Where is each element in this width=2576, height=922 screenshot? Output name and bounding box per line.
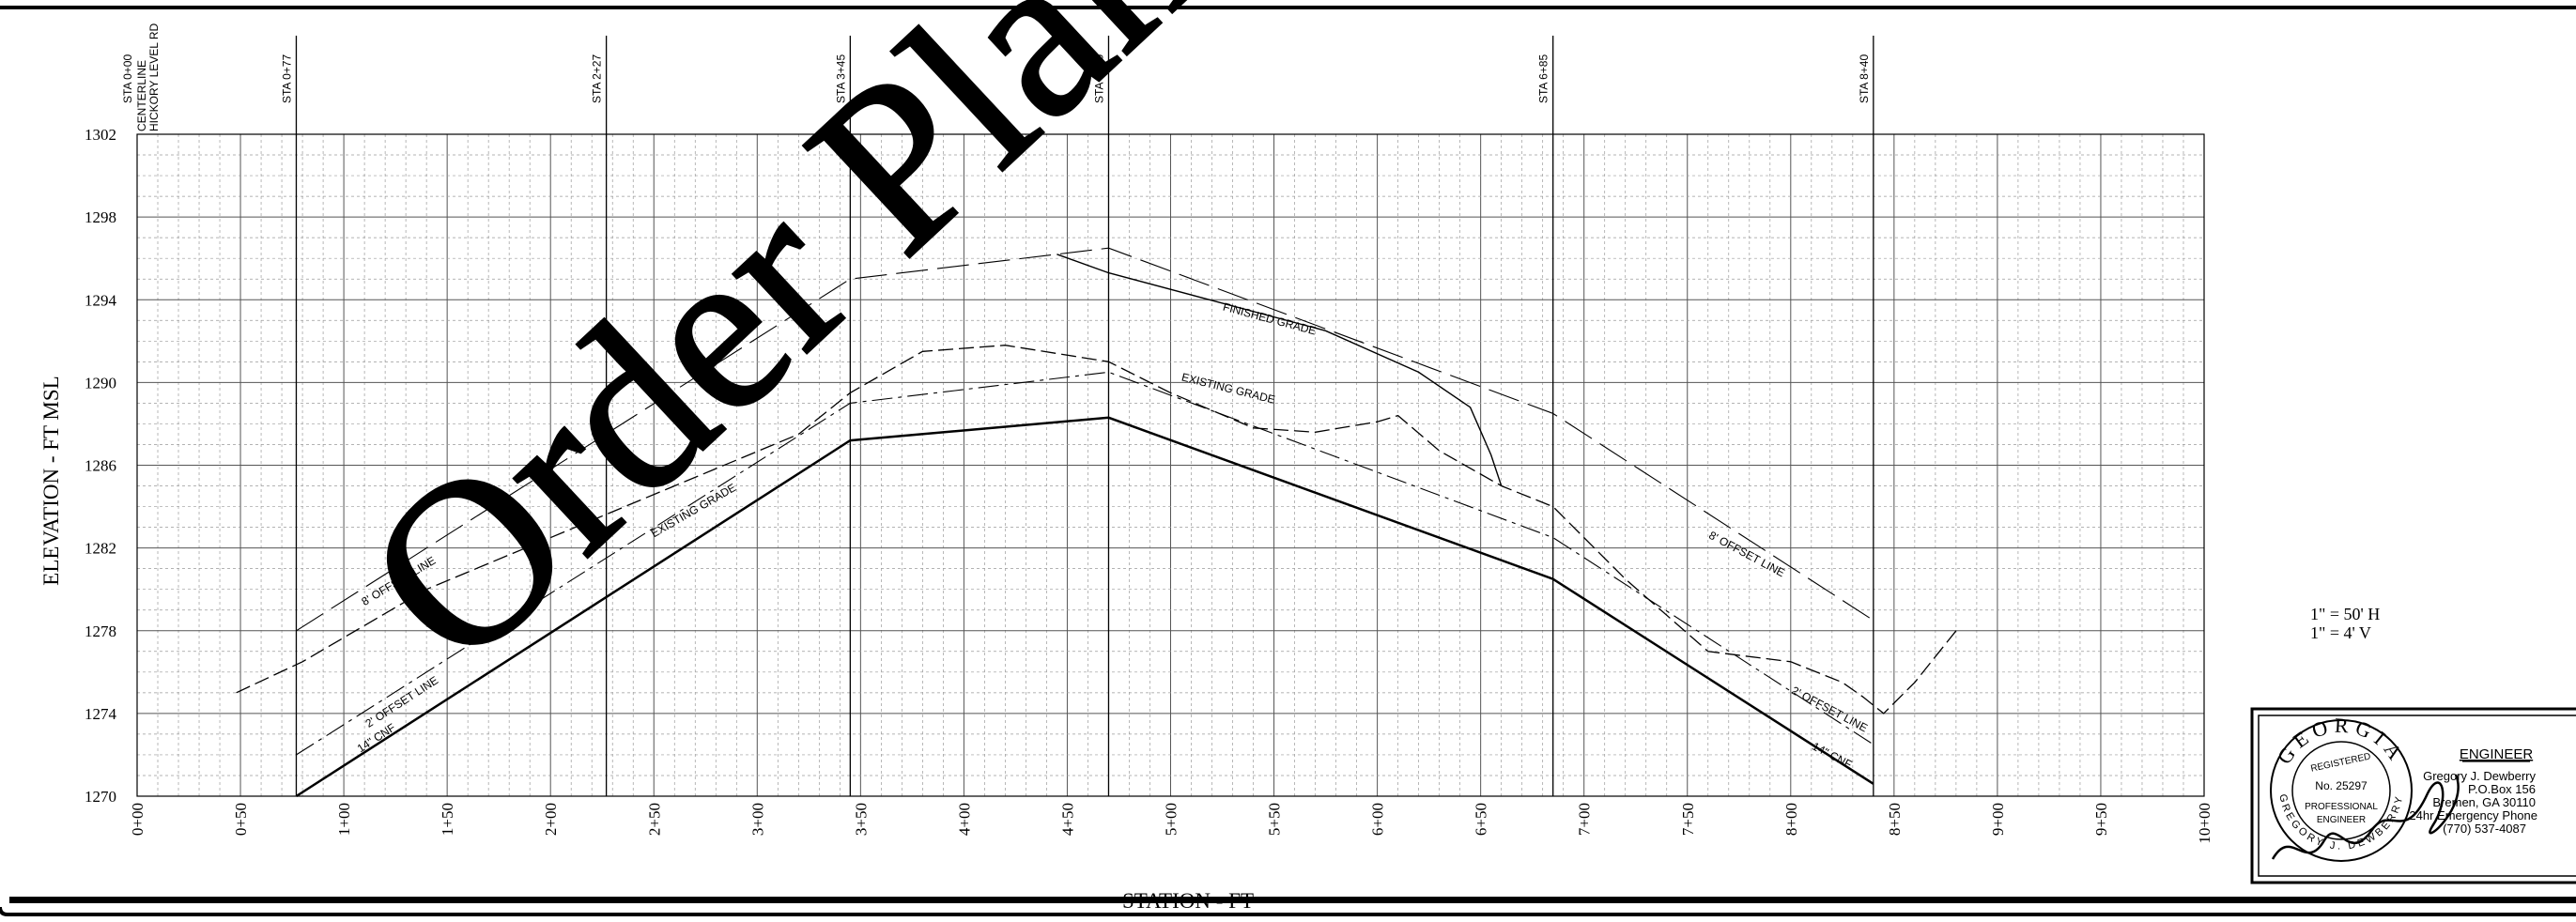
station-tick-label: 1+50 bbox=[439, 803, 456, 836]
station-tick-labels: 0+00 0+50 1+00 1+50 2+00 2+50 3+00 3+50 4+00 4+50… bbox=[129, 803, 2214, 844]
station-tick-label: 9+50 bbox=[2092, 803, 2110, 836]
engineer-name: Gregory J. Dewberry bbox=[2423, 769, 2536, 783]
engineer-block-outer-frame bbox=[2250, 707, 2576, 884]
station-marker-label: STA 4+70 bbox=[1092, 54, 1105, 103]
station-tick-label: 3+00 bbox=[748, 803, 766, 836]
station-tick-label: 8+00 bbox=[1782, 803, 1800, 836]
station-marker-label: STA 6+85 bbox=[1537, 54, 1550, 103]
seal-number: No. 25297 bbox=[2315, 779, 2368, 792]
station-tick-label: 7+50 bbox=[1679, 803, 1697, 836]
station-tick-label: 6+00 bbox=[1369, 803, 1387, 836]
station-tick-label: 5+50 bbox=[1266, 803, 1284, 836]
station-tick-label: 0+50 bbox=[232, 803, 250, 836]
elevation-tick-label: 1294 bbox=[85, 291, 117, 309]
station-tick-label: 10+00 bbox=[2196, 803, 2214, 844]
grid-frame bbox=[136, 133, 2205, 797]
profile-line-label: EXISTING GRADE bbox=[1180, 370, 1276, 406]
station-marker-label: STA 0+77 bbox=[280, 54, 293, 103]
station-marker-label: STA 8+40 bbox=[1858, 54, 1871, 103]
station-tick-label: 3+50 bbox=[852, 803, 870, 836]
elevation-tick-label: 1270 bbox=[85, 788, 116, 806]
station-marker-label: STA 3+45 bbox=[834, 54, 847, 103]
elevation-tick-labels: 1270 1274 1278 1282 1286 1290 1294 1298 1302 bbox=[85, 126, 117, 806]
elevation-tick-label: 1290 bbox=[85, 374, 116, 392]
engineer-phone: (770) 537-4087 bbox=[2443, 822, 2526, 836]
engineer-signature bbox=[2271, 774, 2460, 860]
offset-2-line bbox=[296, 371, 1874, 756]
elevation-tick-label: 1274 bbox=[85, 705, 117, 723]
profile-lines bbox=[236, 247, 1957, 798]
engineer-seal: GEORGIA GREGORY J. DEWBERRY REGISTERED N… bbox=[2270, 714, 2413, 862]
finished-grade-line bbox=[1057, 254, 1503, 486]
elevation-tick-label: 1286 bbox=[85, 457, 116, 475]
station-tick-label: 4+50 bbox=[1058, 803, 1076, 836]
station-tick-label: 4+00 bbox=[955, 803, 973, 836]
station-tick-label: 7+00 bbox=[1576, 803, 1594, 836]
engineer-city: Bremen, GA 30110 bbox=[2432, 795, 2536, 809]
engineer-emergency-label: 24hr Emergency Phone bbox=[2409, 808, 2537, 822]
station-marker-label: STA 0+00 bbox=[121, 54, 134, 103]
elevation-tick-label: 1282 bbox=[85, 540, 116, 558]
station-tick-label: 6+50 bbox=[1473, 803, 1490, 836]
station-tick-label: 2+50 bbox=[645, 803, 663, 836]
station-tick-label: 0+00 bbox=[129, 803, 147, 836]
cnf-14-line bbox=[295, 416, 1874, 798]
station-marker-note: CENTERLINE bbox=[135, 60, 148, 131]
engineer-title: ENGINEER bbox=[2460, 746, 2534, 762]
elevation-axis-label: ELEVATION - FT MSL bbox=[39, 376, 63, 585]
profile-line-label: 8' OFFSET LINE bbox=[1706, 529, 1787, 579]
seal-professional: PROFESSIONAL bbox=[2305, 802, 2378, 812]
station-markers: STA 0+00 CENTERLINE HICKORY LEVEL RD STA 0+… bbox=[121, 23, 1874, 796]
station-tick-label: 2+00 bbox=[542, 803, 560, 836]
profile-line-label: 2' OFFSET LINE bbox=[363, 673, 441, 730]
profile-line-label: 2' OFFSET LINE bbox=[1789, 684, 1870, 734]
engineer-block-inner-frame bbox=[2258, 715, 2576, 877]
elevation-tick-label: 1298 bbox=[85, 208, 116, 226]
profile-grid bbox=[136, 133, 2205, 797]
sheet-bottom-rule bbox=[9, 897, 2576, 903]
seal-registered: REGISTERED bbox=[2310, 751, 2372, 774]
engineer-block: GEORGIA GREGORY J. DEWBERRY REGISTERED N… bbox=[2250, 707, 2576, 884]
seal-engineer: ENGINEER bbox=[2317, 815, 2366, 825]
station-tick-label: 1+00 bbox=[335, 803, 353, 836]
station-marker-note: HICKORY LEVEL RD bbox=[147, 23, 161, 131]
sheet-border bbox=[0, 6, 2576, 916]
station-axis-label: STATION - FT bbox=[1122, 889, 1254, 913]
offset-8-line bbox=[296, 247, 1874, 632]
station-marker-label: STA 2+27 bbox=[591, 54, 604, 103]
profile-line-label: FINISHED GRADE bbox=[1222, 300, 1318, 338]
elevation-tick-label: 1278 bbox=[85, 622, 116, 640]
watermark-text: Order Plans @ WWW bbox=[318, 0, 2038, 714]
existing-grade-line bbox=[236, 345, 1957, 715]
vertical-scale-note: 1" = 4' V bbox=[2310, 623, 2371, 642]
engineer-po-box: P.O.Box 156 bbox=[2468, 782, 2536, 796]
station-tick-label: 9+00 bbox=[1989, 803, 2007, 836]
station-tick-label: 8+50 bbox=[1886, 803, 1904, 836]
station-tick-label: 5+00 bbox=[1163, 803, 1180, 836]
horizontal-scale-note: 1" = 50' H bbox=[2310, 605, 2380, 623]
elevation-tick-label: 1302 bbox=[85, 126, 116, 144]
seal-outer-ring bbox=[2270, 719, 2413, 862]
seal-inner-ring bbox=[2291, 741, 2391, 840]
